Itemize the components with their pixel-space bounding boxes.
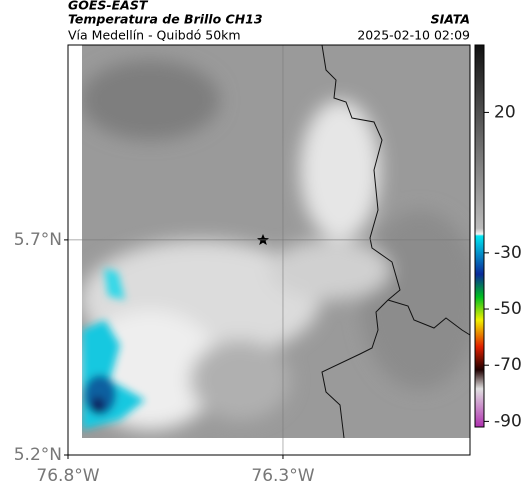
colorbar-tick-label: 20 bbox=[494, 102, 516, 122]
lat-tick-label: 5.2°N bbox=[14, 445, 62, 465]
colorbar-tick-label: -50 bbox=[494, 299, 522, 319]
lon-tick-label: 76.8°W bbox=[36, 466, 99, 486]
product: Temperatura de Brillo CH13 bbox=[68, 12, 263, 27]
colorbar-tick-label: -70 bbox=[494, 355, 522, 375]
map-frame bbox=[67, 44, 471, 456]
satellite-image bbox=[82, 45, 470, 438]
lon-tick-label: 76.3°W bbox=[251, 466, 314, 486]
border bbox=[321, 44, 401, 439]
region: Vía Medellín - Quibdó 50km bbox=[68, 28, 241, 43]
colorbar bbox=[474, 44, 485, 428]
location-marker bbox=[257, 234, 269, 245]
agency: SIATA bbox=[431, 12, 470, 27]
source: GOES-EAST bbox=[68, 0, 149, 13]
lat-tick-label: 5.7°N bbox=[14, 230, 62, 250]
colorbar-tick-label: -90 bbox=[494, 411, 522, 431]
colorbar-tick-label: -30 bbox=[494, 243, 522, 263]
timestamp: 2025-02-10 02:09 bbox=[357, 28, 470, 43]
border bbox=[387, 299, 471, 336]
